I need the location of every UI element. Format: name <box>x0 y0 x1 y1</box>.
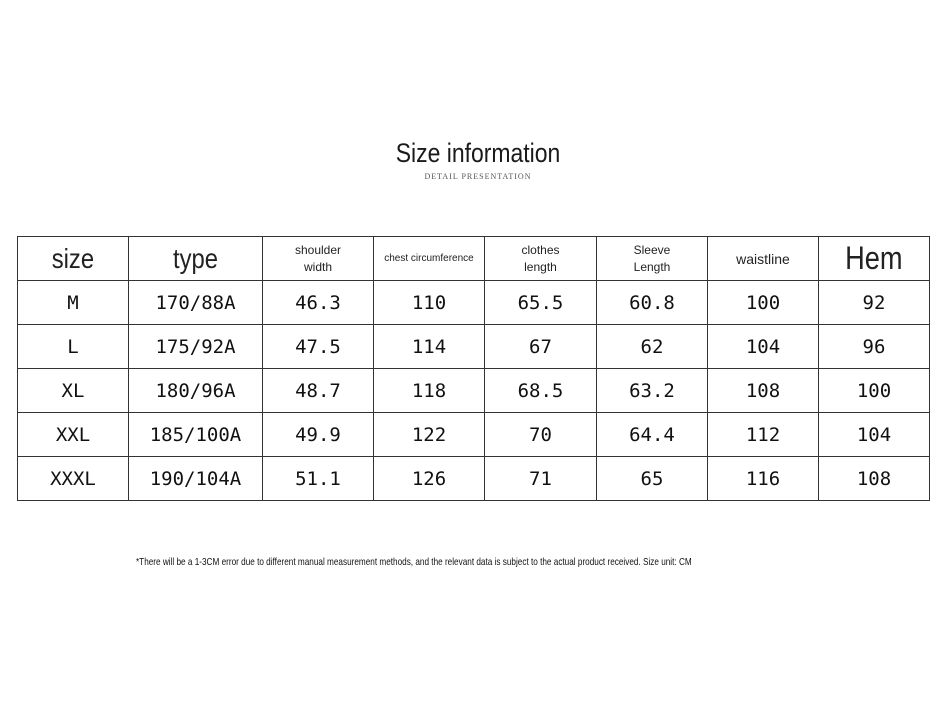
header-hem-label: Hem <box>845 240 903 276</box>
header-hem: Hem <box>818 236 930 281</box>
header-type-label: type <box>173 242 218 274</box>
table-cell: 108 <box>707 368 819 413</box>
table-cell: 60.8 <box>596 280 708 325</box>
table-cell: 114 <box>373 324 485 369</box>
table-cell: 112 <box>707 412 819 457</box>
header-sleeve-length: Sleeve Length <box>596 236 708 281</box>
size-table: size type shoulder width chest circumfer… <box>17 236 930 501</box>
table-cell: 100 <box>707 280 819 325</box>
header-size: size <box>17 236 129 281</box>
table-cell: 126 <box>373 456 485 501</box>
page-subtitle: DETAIL PRESENTATION <box>424 172 532 181</box>
header-type: type <box>128 236 263 281</box>
page-title: Size information <box>395 138 561 168</box>
table-cell: 104 <box>707 324 819 369</box>
table-cell: 51.1 <box>262 456 374 501</box>
table-row: L 175/92A 47.5 114 67 62 104 96 <box>17 324 930 369</box>
table-cell: 190/104A <box>128 456 263 501</box>
table-row: XXL 185/100A 49.9 122 70 64.4 112 104 <box>17 412 930 457</box>
table-cell: 62 <box>596 324 708 369</box>
table-cell: 170/88A <box>128 280 263 325</box>
table-cell: 92 <box>818 280 930 325</box>
table-cell: 64.4 <box>596 412 708 457</box>
header-waistline: waistline <box>707 236 819 281</box>
table-row: XL 180/96A 48.7 118 68.5 63.2 108 100 <box>17 368 930 413</box>
table-cell: XXL <box>17 412 129 457</box>
table-cell: 48.7 <box>262 368 374 413</box>
table-cell: 67 <box>484 324 597 369</box>
header-shoulder-width: shoulder width <box>262 236 374 281</box>
table-cell: 63.2 <box>596 368 708 413</box>
table-row: XXXL 190/104A 51.1 126 71 65 116 108 <box>17 456 930 501</box>
measurement-note: *There will be a 1-3CM error due to diff… <box>136 556 692 568</box>
table-cell: M <box>17 280 129 325</box>
table-cell: 49.9 <box>262 412 374 457</box>
table-cell: 108 <box>818 456 930 501</box>
header-chest: chest circumference <box>373 236 485 281</box>
header-clothes-length: clothes length <box>484 236 597 281</box>
table-cell: XL <box>17 368 129 413</box>
table-cell: 180/96A <box>128 368 263 413</box>
table-cell: 104 <box>818 412 930 457</box>
table-cell: 46.3 <box>262 280 374 325</box>
table-cell: 175/92A <box>128 324 263 369</box>
table-cell: XXXL <box>17 456 129 501</box>
table-cell: 47.5 <box>262 324 374 369</box>
table-cell: 70 <box>484 412 597 457</box>
table-row: M 170/88A 46.3 110 65.5 60.8 100 92 <box>17 280 930 325</box>
header-row: size type shoulder width chest circumfer… <box>17 236 930 281</box>
table-cell: 110 <box>373 280 485 325</box>
table-cell: 185/100A <box>128 412 263 457</box>
table-cell: 65.5 <box>484 280 597 325</box>
table-cell: 68.5 <box>484 368 597 413</box>
table-cell: 100 <box>818 368 930 413</box>
table-cell: 71 <box>484 456 597 501</box>
table-cell: 96 <box>818 324 930 369</box>
table-cell: 118 <box>373 368 485 413</box>
table-cell: L <box>17 324 129 369</box>
table-cell: 122 <box>373 412 485 457</box>
header-size-label: size <box>51 242 95 274</box>
table-cell: 116 <box>707 456 819 501</box>
table-cell: 65 <box>596 456 708 501</box>
